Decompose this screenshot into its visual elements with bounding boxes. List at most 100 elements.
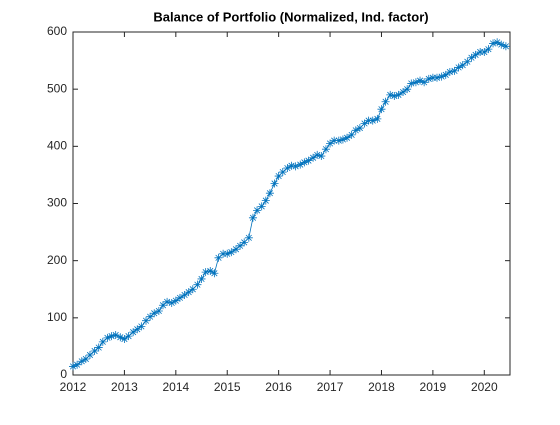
data-point — [69, 362, 77, 371]
x-tick-label: 2020 — [471, 380, 498, 394]
data-point — [368, 116, 377, 125]
data-point — [240, 238, 249, 247]
x-tick-label: 2015 — [214, 380, 241, 394]
data-point — [133, 325, 142, 334]
data-point — [197, 274, 206, 283]
data-point — [193, 280, 202, 289]
data-point — [321, 145, 330, 154]
data-point — [201, 268, 210, 277]
data-point — [420, 78, 429, 87]
data-point — [210, 269, 219, 278]
data-point — [381, 97, 390, 106]
data-point — [441, 70, 450, 79]
data-point — [450, 66, 459, 75]
data-point — [424, 74, 433, 83]
data-point — [338, 135, 347, 144]
data-point — [188, 285, 197, 294]
data-point — [343, 133, 352, 142]
data-point — [300, 158, 309, 167]
y-tick-label: 400 — [47, 139, 67, 153]
x-tick-label: 2013 — [111, 380, 138, 394]
data-point — [373, 114, 382, 123]
x-tick-label: 2019 — [420, 380, 447, 394]
data-point — [484, 45, 493, 54]
data-point — [231, 245, 240, 254]
data-point — [103, 333, 112, 342]
data-point — [206, 266, 215, 275]
data-point — [471, 50, 480, 59]
data-point — [167, 298, 176, 307]
data-point — [244, 233, 253, 242]
data-point — [411, 78, 420, 87]
data-point — [253, 206, 262, 215]
data-point — [351, 126, 360, 135]
data-point — [334, 136, 343, 145]
data-point — [257, 202, 266, 211]
data-point — [501, 42, 510, 51]
y-tick-label: 500 — [47, 81, 67, 95]
y-tick-label: 0 — [60, 367, 67, 381]
data-point — [304, 156, 313, 165]
data-point — [219, 249, 228, 258]
data-point — [248, 213, 257, 222]
data-point — [330, 136, 339, 145]
data-point — [394, 90, 403, 99]
data-point — [146, 312, 155, 321]
x-tick-label: 2018 — [368, 380, 395, 394]
y-tick-label: 100 — [47, 310, 67, 324]
data-point — [116, 333, 125, 342]
data-point — [432, 73, 441, 82]
data-point — [309, 153, 318, 162]
data-point — [497, 40, 506, 49]
data-point — [150, 309, 159, 318]
data-point — [129, 328, 138, 337]
data-point — [98, 337, 107, 346]
data-point — [493, 38, 502, 47]
data-point — [111, 330, 120, 339]
x-tick-label: 2017 — [317, 380, 344, 394]
data-point — [81, 354, 90, 363]
data-point — [326, 139, 335, 148]
data-point — [158, 301, 167, 310]
x-tick-label: 2014 — [162, 380, 189, 394]
data-point — [287, 161, 296, 170]
data-point — [274, 172, 283, 181]
data-point — [489, 39, 498, 48]
data-point — [137, 322, 146, 331]
y-tick-label: 300 — [47, 196, 67, 210]
data-point — [313, 150, 322, 159]
data-point — [399, 88, 408, 97]
data-point — [454, 63, 463, 72]
data-point — [416, 76, 425, 85]
data-point — [90, 346, 99, 355]
data-point — [463, 57, 472, 66]
data-point — [94, 343, 103, 352]
data-point — [73, 360, 82, 369]
y-tick-label: 600 — [47, 24, 67, 38]
data-point — [124, 332, 133, 341]
data-point — [403, 85, 412, 94]
data-point — [236, 241, 245, 250]
data-point — [171, 296, 180, 305]
data-point — [214, 253, 223, 262]
x-tick-label: 2016 — [265, 380, 292, 394]
data-point — [261, 196, 270, 205]
data-point — [317, 152, 326, 161]
data-point — [347, 130, 356, 139]
chart-title: Balance of Portfolio (Normalized, Ind. f… — [153, 9, 428, 24]
data-point — [377, 105, 386, 114]
data-point — [223, 249, 232, 258]
data-point — [107, 332, 116, 341]
data-point — [364, 116, 373, 125]
data-point — [283, 164, 292, 173]
data-point — [291, 162, 300, 171]
data-point — [476, 48, 485, 57]
data-point — [390, 92, 399, 101]
x-tick-label: 2012 — [60, 380, 87, 394]
data-point — [85, 350, 94, 359]
data-point — [120, 334, 129, 343]
data-point — [180, 290, 189, 299]
plot-frame — [72, 31, 511, 376]
data-point — [480, 48, 489, 57]
